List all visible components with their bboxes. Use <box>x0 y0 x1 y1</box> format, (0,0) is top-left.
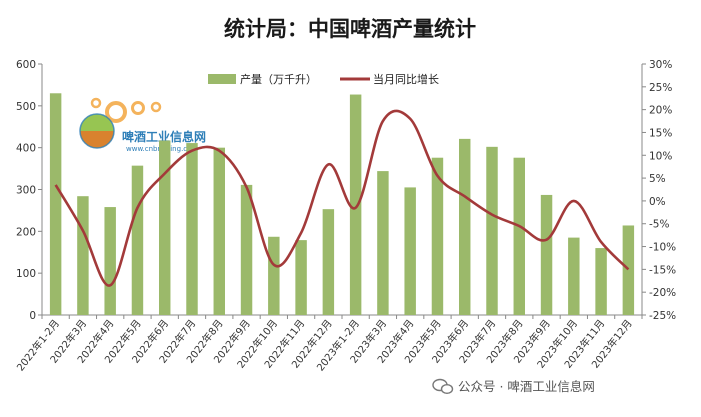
footer-account-name: 公众号 · 啤酒工业信息网 <box>458 379 595 394</box>
y-right-tick-label: -15% <box>649 264 676 276</box>
y-right-tick-label: -5% <box>649 219 669 231</box>
y-right-tick-label: -20% <box>649 287 676 299</box>
y-left-tick-label: 100 <box>16 268 36 280</box>
footer: 公众号 · 啤酒工业信息网 <box>432 378 595 395</box>
x-axis-labels: 2022年1-2月2022年3月2022年4月2022年5月2022年6月202… <box>14 317 635 374</box>
chart-title: 统计局：中国啤酒产量统计 <box>224 16 476 41</box>
bar-series <box>49 93 635 316</box>
x-tick-label: 2022年1-2月 <box>14 317 62 374</box>
y-right-tick-label: 30% <box>649 59 672 71</box>
legend: 产量（万千升） 当月同比增长 <box>208 72 439 86</box>
line-series <box>54 109 630 287</box>
y-right-tick-label: 15% <box>649 127 672 139</box>
production-bar <box>77 196 89 315</box>
production-bar <box>186 143 198 315</box>
production-bar <box>595 248 607 315</box>
y-left-tick-label: 600 <box>16 59 36 71</box>
production-bar <box>377 171 389 315</box>
production-bar <box>459 138 471 315</box>
production-bar <box>568 237 580 315</box>
legend-swatch-bar <box>208 74 236 84</box>
y-left-tick-label: 0 <box>29 310 36 322</box>
production-bar <box>622 225 635 315</box>
production-bar <box>104 207 116 315</box>
y-left-tick-label: 200 <box>16 226 36 238</box>
y-left-tick-label: 500 <box>16 101 36 113</box>
production-bar <box>486 146 498 315</box>
y-right-tick-label: 5% <box>649 173 666 185</box>
y-right-tick-label: -25% <box>649 310 676 322</box>
legend-label-production: 产量（万千升） <box>240 72 317 86</box>
y-right-tick-label: 10% <box>649 150 672 162</box>
production-bar <box>404 187 416 315</box>
production-bar <box>540 194 553 315</box>
production-bar <box>431 157 444 315</box>
y-right-tick-label: -10% <box>649 242 676 254</box>
production-bar <box>213 147 225 315</box>
y-left-tick-label: 300 <box>16 185 36 197</box>
wechat-icon <box>432 378 454 395</box>
y-right-tick-label: 0% <box>649 196 666 208</box>
production-bar <box>349 94 362 315</box>
production-bar <box>159 140 171 315</box>
production-bar <box>322 209 335 315</box>
logo-rings-icon <box>79 97 162 149</box>
watermark-name: 啤酒工业信息网 <box>122 129 206 144</box>
yoy-growth-line <box>54 109 630 287</box>
production-bar <box>268 236 280 315</box>
y-left-tick-label: 400 <box>16 143 36 155</box>
legend-label-yoy: 当月同比增长 <box>373 72 439 86</box>
production-bar <box>295 240 307 315</box>
production-bar <box>240 184 253 315</box>
y-right-tick-label: 20% <box>649 105 672 117</box>
production-bar <box>49 93 62 316</box>
y-right-tick-label: 25% <box>649 82 672 94</box>
production-bar <box>513 157 525 315</box>
axes: 0 100 200 300 400 500 600 -25% -20% -15% -10% -5% 0%… <box>16 59 676 322</box>
production-bar <box>131 165 144 315</box>
